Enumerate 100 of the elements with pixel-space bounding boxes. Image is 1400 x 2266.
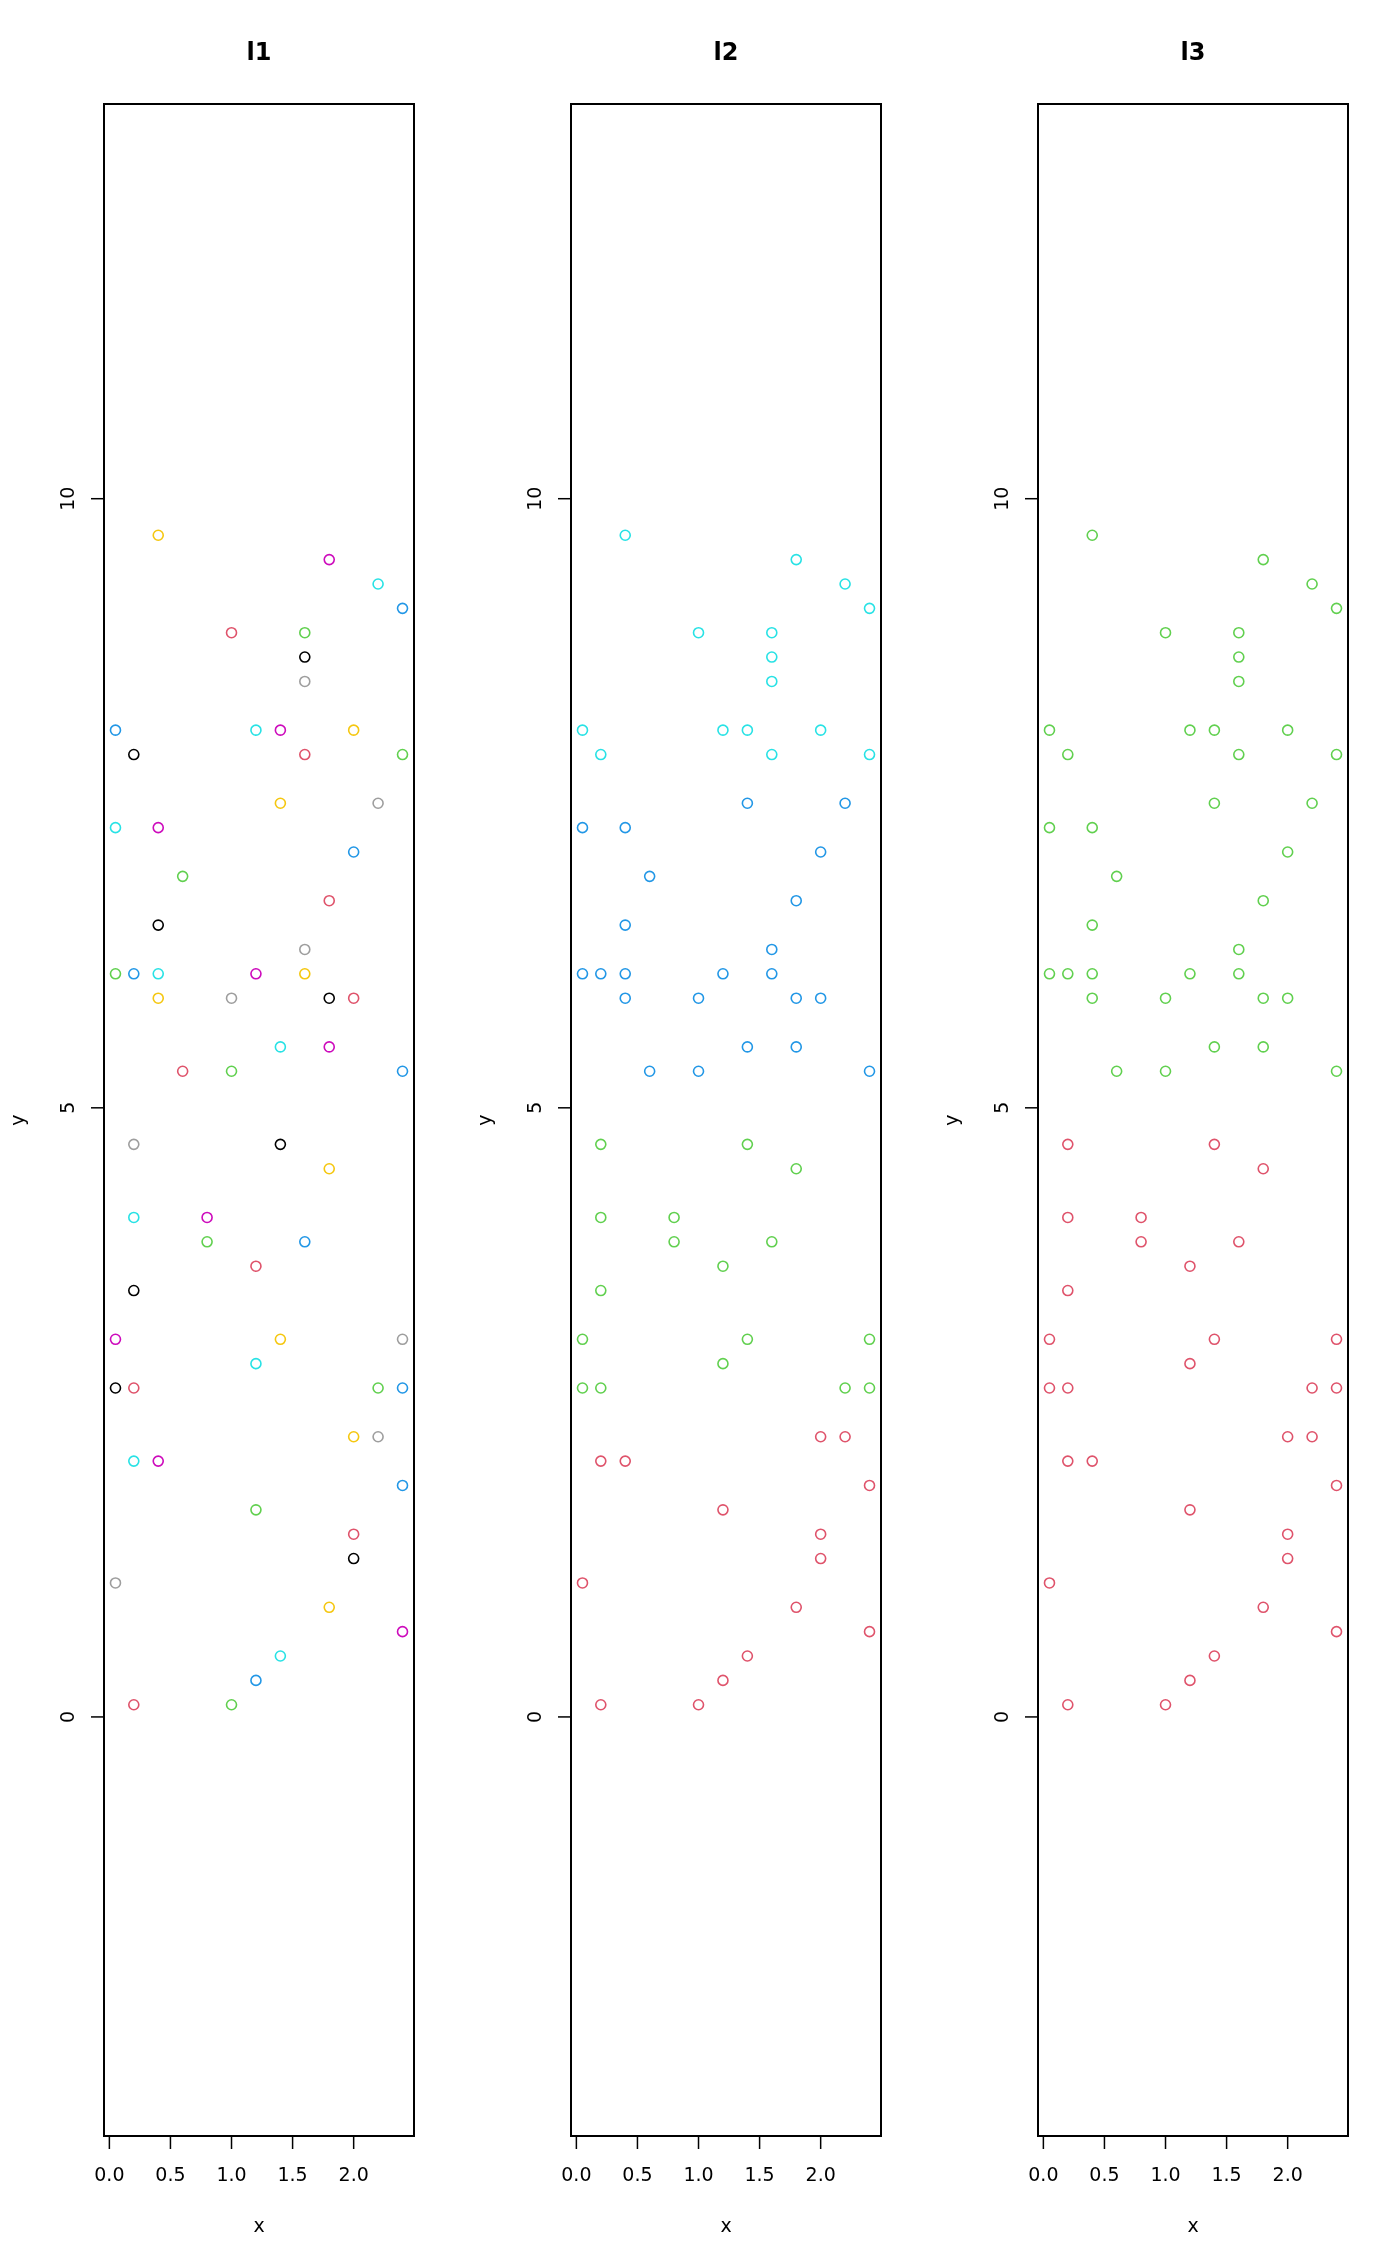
point xyxy=(595,1382,607,1394)
point xyxy=(274,1138,287,1151)
point xyxy=(1135,1236,1147,1248)
point xyxy=(1257,553,1270,566)
point xyxy=(1184,1260,1196,1272)
point xyxy=(1257,992,1270,1004)
point xyxy=(299,675,311,688)
point xyxy=(595,748,607,761)
point xyxy=(1306,1430,1318,1443)
point xyxy=(1062,968,1074,980)
point xyxy=(576,821,589,834)
point xyxy=(225,1065,238,1078)
point xyxy=(1110,1065,1123,1078)
point xyxy=(1233,651,1245,663)
point xyxy=(201,1236,213,1248)
y-tick-label: 0 xyxy=(990,1710,1012,1723)
point xyxy=(1208,797,1221,810)
point xyxy=(274,1650,287,1662)
point xyxy=(1062,748,1074,761)
point xyxy=(1208,724,1221,736)
point xyxy=(1330,1333,1343,1346)
point xyxy=(1062,1211,1074,1224)
point xyxy=(863,1625,876,1638)
point xyxy=(741,1650,754,1662)
point xyxy=(863,602,876,615)
point xyxy=(595,1138,607,1151)
point xyxy=(1062,1455,1074,1467)
x-tick-label: 0.5 xyxy=(155,2163,186,2185)
point xyxy=(692,1698,705,1711)
x-tick-label: 2.0 xyxy=(805,2163,836,2185)
point xyxy=(323,894,336,907)
point xyxy=(741,1138,754,1151)
point xyxy=(766,651,778,663)
point xyxy=(1184,968,1196,980)
y-axis-title: y xyxy=(940,1114,962,1126)
point xyxy=(1257,1162,1270,1175)
point xyxy=(347,1528,360,1540)
point xyxy=(863,1479,876,1492)
point xyxy=(619,968,632,980)
point xyxy=(323,1162,336,1175)
point xyxy=(250,968,262,980)
point xyxy=(1043,724,1056,736)
point xyxy=(109,1577,122,1589)
x-tick-label: 2.0 xyxy=(338,2163,369,2185)
point xyxy=(1257,894,1270,907)
point xyxy=(274,797,287,810)
point xyxy=(1233,1236,1245,1248)
y-tick-label: 10 xyxy=(56,486,78,511)
y-tick-label: 0 xyxy=(523,1710,545,1723)
point xyxy=(1062,1382,1074,1394)
point xyxy=(396,1333,409,1346)
point xyxy=(668,1211,680,1224)
point xyxy=(766,626,778,639)
point xyxy=(152,968,165,980)
point xyxy=(396,1479,409,1492)
point xyxy=(814,1528,827,1540)
x-tick-label: 0.0 xyxy=(1028,2163,1059,2185)
point xyxy=(299,626,311,639)
point xyxy=(176,1065,189,1078)
point xyxy=(814,992,827,1004)
point xyxy=(128,1138,140,1151)
point xyxy=(1135,1211,1147,1224)
point xyxy=(692,1065,705,1078)
point xyxy=(1062,1698,1074,1711)
point xyxy=(1330,748,1343,761)
x-tick-label: 2.0 xyxy=(1272,2163,1303,2185)
point xyxy=(619,919,632,931)
point xyxy=(863,1333,876,1346)
point xyxy=(128,1284,140,1297)
point xyxy=(839,1382,851,1394)
point xyxy=(619,821,632,834)
point xyxy=(1306,1382,1318,1394)
point xyxy=(790,1601,803,1614)
point xyxy=(347,1430,360,1443)
point xyxy=(1257,1041,1270,1053)
x-tick-label: 1.5 xyxy=(277,2163,308,2185)
point xyxy=(717,1504,729,1516)
point xyxy=(619,529,632,542)
point xyxy=(576,1382,589,1394)
point xyxy=(1306,578,1318,590)
point xyxy=(1208,1138,1221,1151)
point xyxy=(396,1625,409,1638)
point xyxy=(1208,1333,1221,1346)
point xyxy=(766,748,778,761)
point xyxy=(299,968,311,980)
point xyxy=(766,968,778,980)
point xyxy=(839,578,851,590)
point xyxy=(128,1211,140,1224)
point xyxy=(201,1211,213,1224)
point xyxy=(299,1236,311,1248)
point xyxy=(396,748,409,761)
point xyxy=(128,748,140,761)
point xyxy=(741,797,754,810)
point xyxy=(1062,1284,1074,1297)
point xyxy=(225,1698,238,1711)
point xyxy=(717,1357,729,1370)
point xyxy=(814,1430,827,1443)
point xyxy=(1184,1674,1196,1687)
x-axis-title: x xyxy=(720,2214,732,2236)
point xyxy=(717,1674,729,1687)
